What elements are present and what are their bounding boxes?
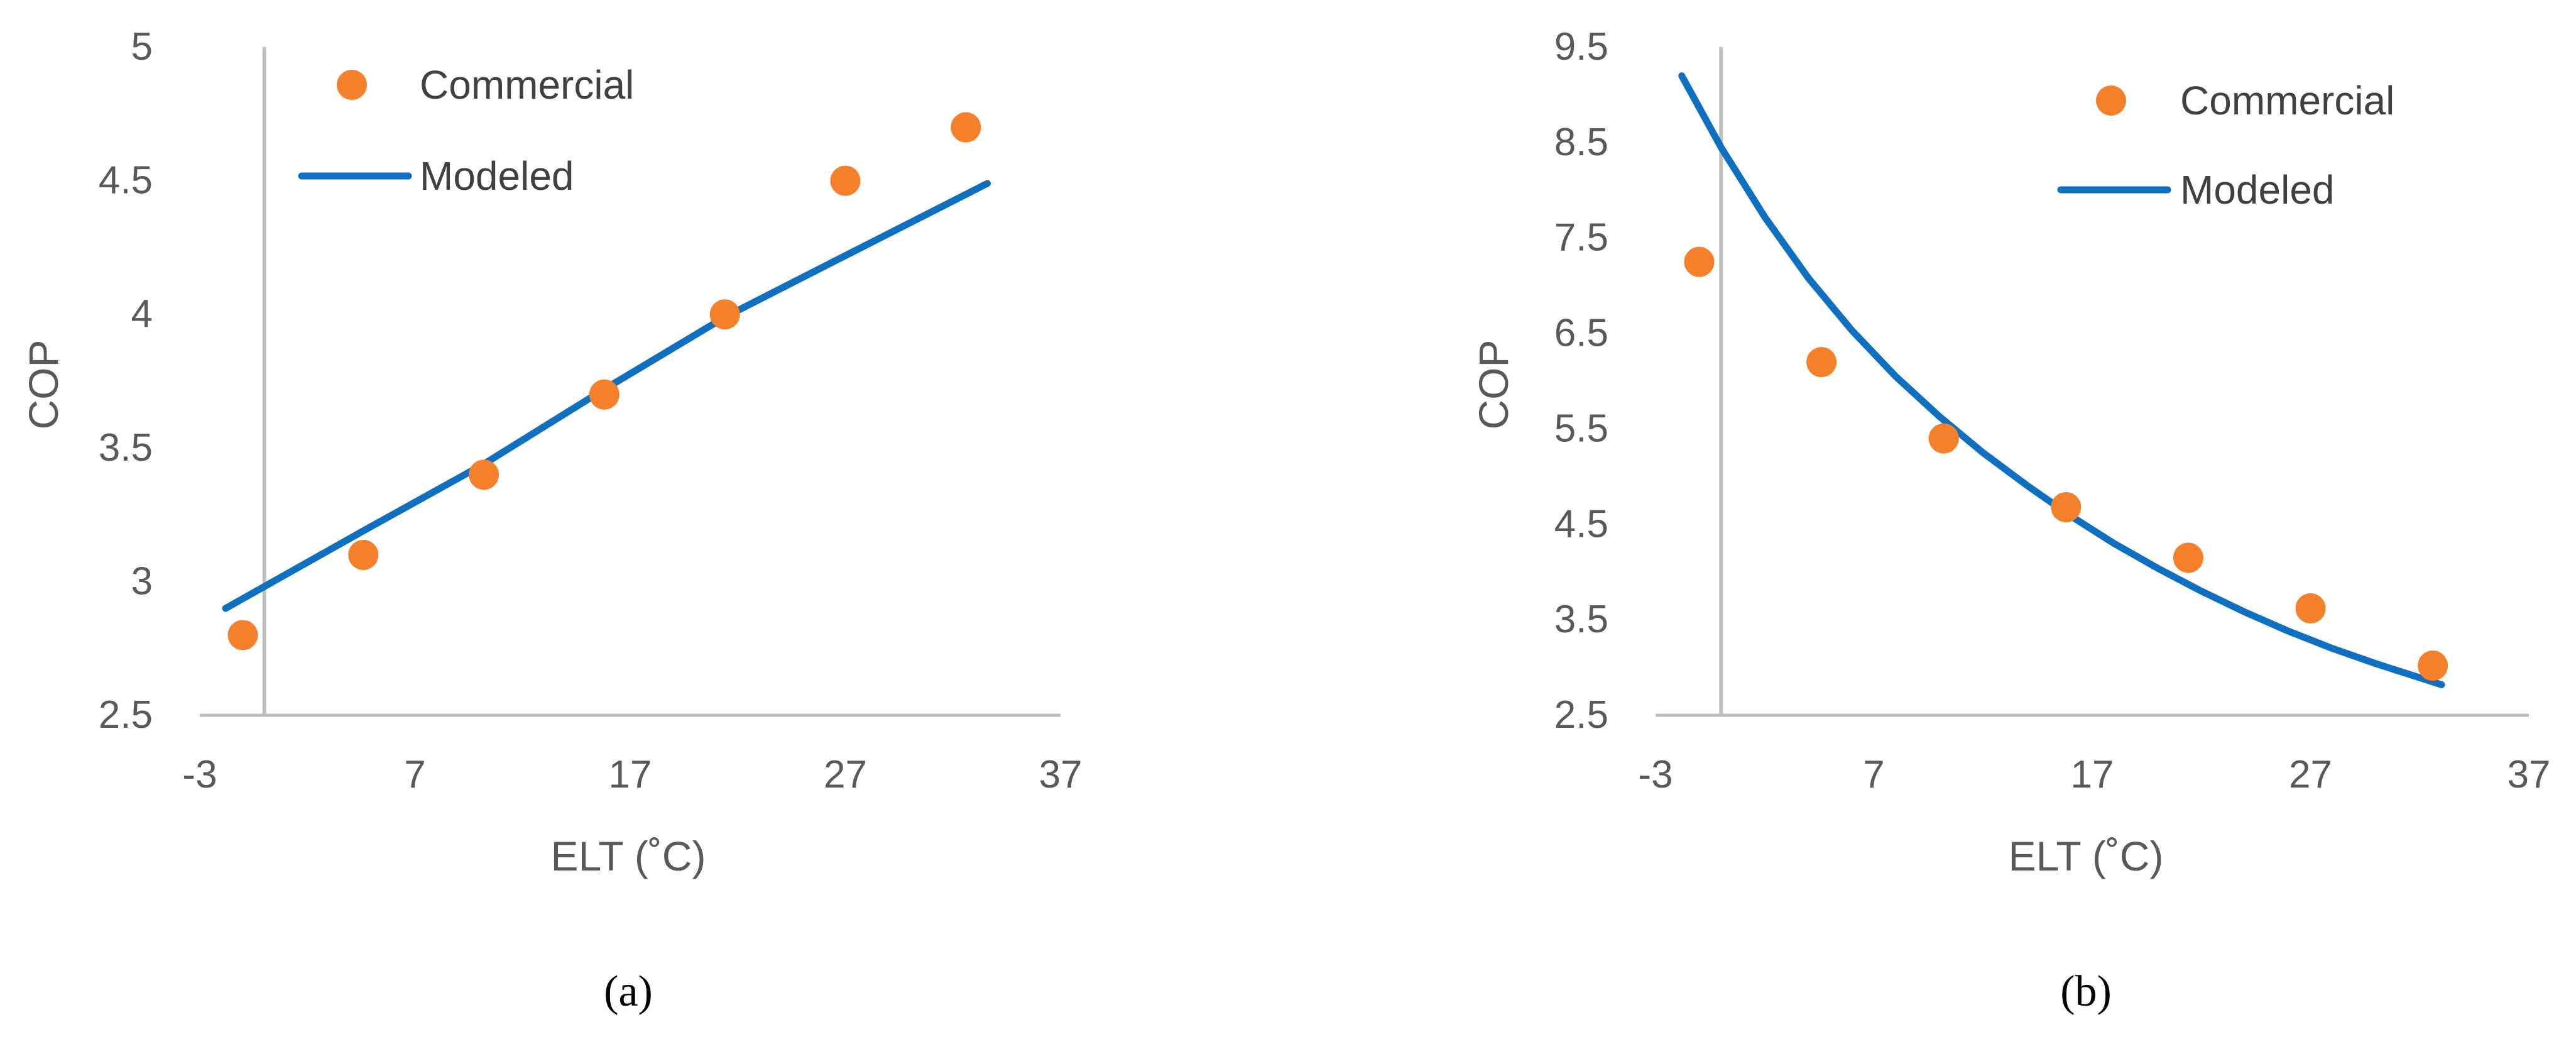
chart-b-x-axis-title: ELT (˚C)	[2009, 833, 2164, 879]
chart-b-legend: Commercial Modeled	[2057, 78, 2394, 212]
chart-a-x-tick-label: 7	[404, 753, 425, 796]
chart-b-x-tick-label: -3	[1638, 753, 1673, 796]
chart-b-x-tick-label: 27	[2289, 753, 2332, 796]
chart-b-modeled-line	[1678, 72, 2445, 688]
chart-b-legend-commercial-label: Commercial	[2180, 78, 2394, 123]
chart-a-commercial-point	[348, 539, 379, 570]
chart-panel-b: -3 7 17 27 37 2.5 3.5 4.5 5.5 6.5 7.5 8.5 9.5 Commer…	[1470, 25, 2550, 1016]
chart-a-series	[222, 112, 991, 651]
chart-a-y-tick-label: 3.5	[99, 426, 153, 470]
chart-a-commercial-point	[589, 379, 619, 410]
chart-b-x-tick-label: 7	[1863, 753, 1884, 796]
chart-a-legend-commercial-label: Commercial	[420, 62, 634, 107]
chart-b-commercial-point	[1928, 423, 1959, 454]
chart-b-commercial-point	[2295, 593, 2326, 623]
chart-a-x-tick-label: 27	[824, 753, 867, 796]
chart-b-x-tick-label: 37	[2508, 753, 2551, 796]
chart-a-y-tick-label: 5	[131, 25, 153, 69]
chart-a-legend-modeled-label: Modeled	[420, 153, 574, 199]
chart-a-commercial-point	[951, 112, 981, 143]
chart-a-x-tick-label: 17	[609, 753, 652, 796]
chart-a-panel-label: (a)	[604, 967, 653, 1016]
chart-b-legend-commercial-marker	[2096, 85, 2126, 116]
chart-b-commercial-point	[1806, 347, 1837, 378]
chart-b-y-tick-label: 8.5	[1554, 121, 1608, 164]
chart-a-commercial-point	[469, 459, 499, 490]
chart-a-y-axis-title: COP	[20, 339, 67, 429]
chart-a-legend: Commercial Modeled	[298, 62, 634, 199]
chart-a-legend-commercial-marker	[337, 70, 367, 100]
chart-a-y-tick-label: 2.5	[99, 693, 153, 737]
chart-b-y-axis-title: COP	[1470, 339, 1517, 429]
chart-b-y-tick-label: 4.5	[1554, 502, 1608, 546]
chart-b-y-tick-label: 7.5	[1554, 216, 1608, 260]
chart-b-commercial-point	[2051, 492, 2082, 522]
chart-a-x-axis-title: ELT (˚C)	[551, 833, 706, 879]
chart-b-panel-label: (b)	[2060, 967, 2112, 1016]
chart-b-y-tick-label: 6.5	[1554, 312, 1608, 355]
chart-a-commercial-point	[830, 165, 861, 196]
chart-b-legend-modeled-label: Modeled	[2180, 167, 2335, 212]
chart-b-commercial-point	[2418, 651, 2448, 681]
chart-b-series	[1678, 72, 2448, 688]
chart-b-x-tick-label: 17	[2071, 753, 2114, 796]
chart-a-y-tick-label: 3	[131, 559, 153, 603]
chart-b-axes	[1656, 47, 2529, 717]
chart-a-commercial-point	[709, 299, 740, 330]
chart-b-commercial-point	[2173, 542, 2203, 573]
chart-a-commercial-point	[227, 620, 258, 651]
chart-b-y-tick-label: 9.5	[1554, 25, 1608, 69]
chart-b-ticks: -3 7 17 27 37 2.5 3.5 4.5 5.5 6.5 7.5 8.5 9.5	[1554, 25, 2551, 796]
chart-a-y-tick-label: 4.5	[99, 159, 153, 202]
chart-a-ticks: -3 7 17 27 37 2.5 3 3.5 4 4.5 5	[99, 25, 1083, 796]
chart-a-y-tick-label: 4	[131, 292, 153, 336]
chart-a-x-tick-label: -3	[182, 753, 217, 796]
chart-a-axes	[200, 47, 1061, 717]
chart-b-y-tick-label: 3.5	[1554, 598, 1608, 641]
chart-b-y-tick-label: 5.5	[1554, 407, 1608, 450]
chart-a-x-tick-label: 37	[1039, 753, 1083, 796]
chart-panel-a: -3 7 17 27 372.533.544.55 CommercialModeled …	[20, 25, 1082, 1016]
chart-b-commercial-point	[1684, 246, 1715, 277]
chart-b-y-tick-label: 2.5	[1554, 693, 1608, 737]
